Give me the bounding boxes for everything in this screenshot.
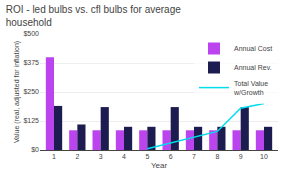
svg-text:$125: $125 — [23, 117, 39, 124]
svg-text:$250: $250 — [23, 88, 39, 95]
svg-text:2: 2 — [75, 153, 79, 160]
svg-text:$375: $375 — [23, 59, 39, 66]
svg-text:9: 9 — [239, 153, 243, 160]
svg-text:5: 5 — [145, 153, 149, 160]
svg-text:$0: $0 — [31, 146, 39, 153]
svg-text:1: 1 — [52, 153, 56, 160]
svg-text:ROI - led bulbs vs. cfl bulbs: ROI - led bulbs vs. cfl bulbs for averag… — [6, 4, 182, 28]
svg-text:Year: Year — [151, 161, 168, 170]
svg-text:Total Valuew/Growth: Total Valuew/Growth — [233, 80, 268, 96]
svg-text:6: 6 — [169, 153, 173, 160]
svg-text:7: 7 — [192, 153, 196, 160]
svg-text:10: 10 — [260, 153, 268, 160]
svg-text:4: 4 — [122, 153, 126, 160]
svg-text:Annual Rev.: Annual Rev. — [234, 64, 272, 71]
svg-text:$500: $500 — [23, 30, 39, 37]
svg-text:Annual Cost: Annual Cost — [234, 45, 272, 52]
svg-text:3: 3 — [99, 153, 103, 160]
svg-text:Value (real, adjusted for infl: Value (real, adjusted for inflation) — [13, 41, 21, 143]
svg-text:8: 8 — [215, 153, 219, 160]
